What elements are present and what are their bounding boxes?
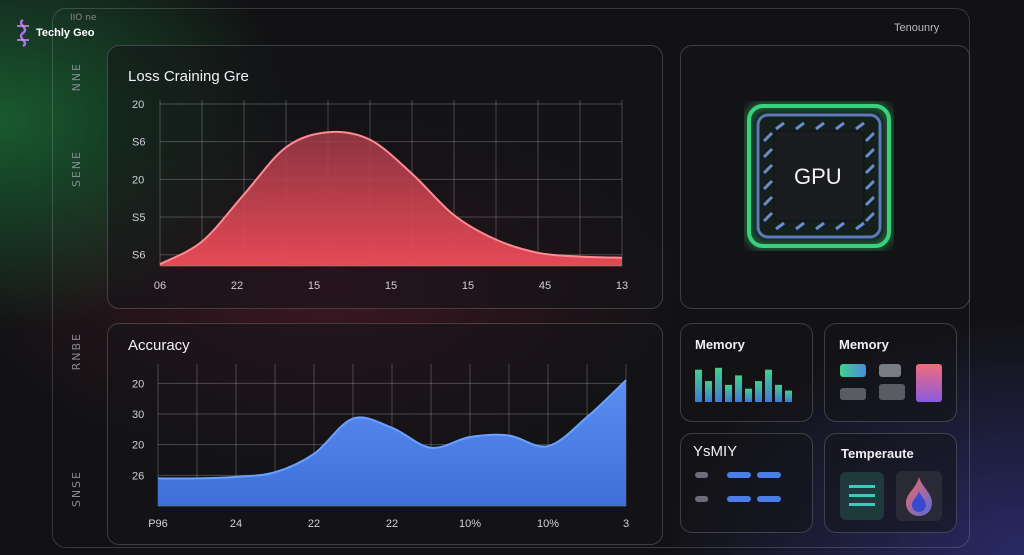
- temperature-panel-title: Temperaute: [841, 446, 914, 461]
- top-right-label[interactable]: Tenounry: [894, 22, 940, 34]
- memory-bar: [745, 388, 752, 402]
- loss-x-tick-label: 15: [308, 280, 320, 292]
- memory-bar: [705, 381, 712, 402]
- loss-y-tick-label: 20: [132, 174, 144, 186]
- brand-name: Techly Geo: [36, 27, 95, 39]
- ysmiy-gauge-segment: [695, 472, 709, 478]
- loss-x-tick-label: 15: [462, 280, 474, 292]
- loss-chart: 20 S6 20 S5 S6 06 22 15 15 15 45 13: [132, 99, 628, 292]
- memory-bar: [785, 390, 792, 402]
- accuracy-y-tick-label: 20: [132, 378, 144, 390]
- accuracy-x-tick-label: 22: [308, 518, 320, 530]
- memory-bar: [775, 384, 782, 402]
- accuracy-chart: 20 30 20 26 P96 24 22 22 10% 10% 3: [132, 364, 629, 530]
- memory-panel-2: Memory: [824, 323, 957, 422]
- gpu-panel: GPU: [680, 45, 970, 309]
- ysmiy-panel-title: YsMIY: [693, 443, 738, 460]
- ysmiy-gauges: [695, 472, 781, 502]
- memory-tile-3: [916, 364, 942, 402]
- loss-line: [159, 130, 623, 266]
- loss-y-tick-label: 20: [132, 99, 144, 111]
- memory-bar: [755, 381, 762, 402]
- memory-tile-4: [840, 388, 866, 400]
- memory-bar: [765, 369, 772, 402]
- memory-panel-2-title: Memory: [839, 337, 889, 352]
- loss-y-tick-label: S5: [132, 212, 145, 224]
- gpu-chip-label: GPU: [794, 164, 842, 189]
- ysmiy-gauge-segment: [695, 496, 709, 502]
- loss-y-tick-label: S6: [132, 250, 145, 262]
- accuracy-y-tick-label: 26: [132, 470, 144, 482]
- ysmiy-gauge-segment: [757, 472, 781, 478]
- side-label-2: SENE: [70, 150, 83, 188]
- side-label-3: RNBE: [70, 332, 83, 371]
- brand-glyph-icon: [17, 18, 29, 48]
- memory-tile-2: [879, 364, 901, 377]
- accuracy-area: [158, 380, 626, 506]
- gpu-chip-icon: [747, 104, 891, 248]
- ysmiy-gauge-segment: [757, 496, 781, 502]
- loss-x-tick-label: 22: [231, 280, 243, 292]
- loss-x-tick-label: 06: [154, 280, 166, 292]
- ysmiy-gauge-segment: [727, 496, 751, 502]
- brand-version: IIO ne: [70, 13, 97, 23]
- memory-bar: [715, 367, 722, 402]
- temperature-list-icon: [840, 472, 884, 520]
- memory-panel-1-title: Memory: [695, 337, 745, 352]
- temperature-flame-icon: [896, 471, 942, 521]
- loss-panel: Loss Craining Gre 20 S6 20 S5 S6 06 22 15 15 15 45…: [107, 45, 663, 309]
- accuracy-y-tick-label: 30: [132, 409, 144, 421]
- accuracy-y-tick-label: 20: [132, 440, 144, 452]
- memory-bar: [735, 375, 742, 402]
- accuracy-x-tick-label: 3: [623, 518, 629, 530]
- accuracy-x-tick-label: 10%: [459, 518, 481, 530]
- memory-bar: [695, 369, 702, 402]
- loss-x-tick-label: 15: [385, 280, 397, 292]
- memory-bars-chart: [695, 367, 792, 402]
- accuracy-x-tick-label: 24: [230, 518, 242, 530]
- loss-panel-title: Loss Craining Gre: [128, 68, 249, 85]
- accuracy-x-tick-label: 22: [386, 518, 398, 530]
- memory-panel-1: Memory: [680, 323, 813, 422]
- accuracy-x-tick-label: P96: [148, 518, 168, 530]
- loss-area: [160, 131, 622, 266]
- temperature-panel: Temperaute: [824, 433, 957, 533]
- ysmiy-gauge-segment: [727, 472, 751, 478]
- accuracy-panel: Accuracy 20 30 20 26 P96 24 22 22 10% 10% 3: [107, 323, 663, 545]
- memory-tile-1: [840, 364, 866, 377]
- side-label-4: SNSE: [70, 470, 83, 508]
- accuracy-panel-title: Accuracy: [128, 337, 190, 354]
- loss-x-tick-label: 45: [539, 280, 551, 292]
- side-label-1: NNE: [70, 62, 83, 92]
- memory-tile-5: [879, 384, 905, 400]
- accuracy-x-tick-label: 10%: [537, 518, 559, 530]
- loss-y-tick-label: S6: [132, 137, 145, 149]
- accuracy-line: [157, 379, 627, 480]
- brand-logo[interactable]: Techly Geo: [12, 18, 94, 48]
- loss-x-tick-label: 13: [616, 280, 628, 292]
- memory-bar: [725, 384, 732, 402]
- ysmiy-panel: YsMIY: [680, 433, 813, 533]
